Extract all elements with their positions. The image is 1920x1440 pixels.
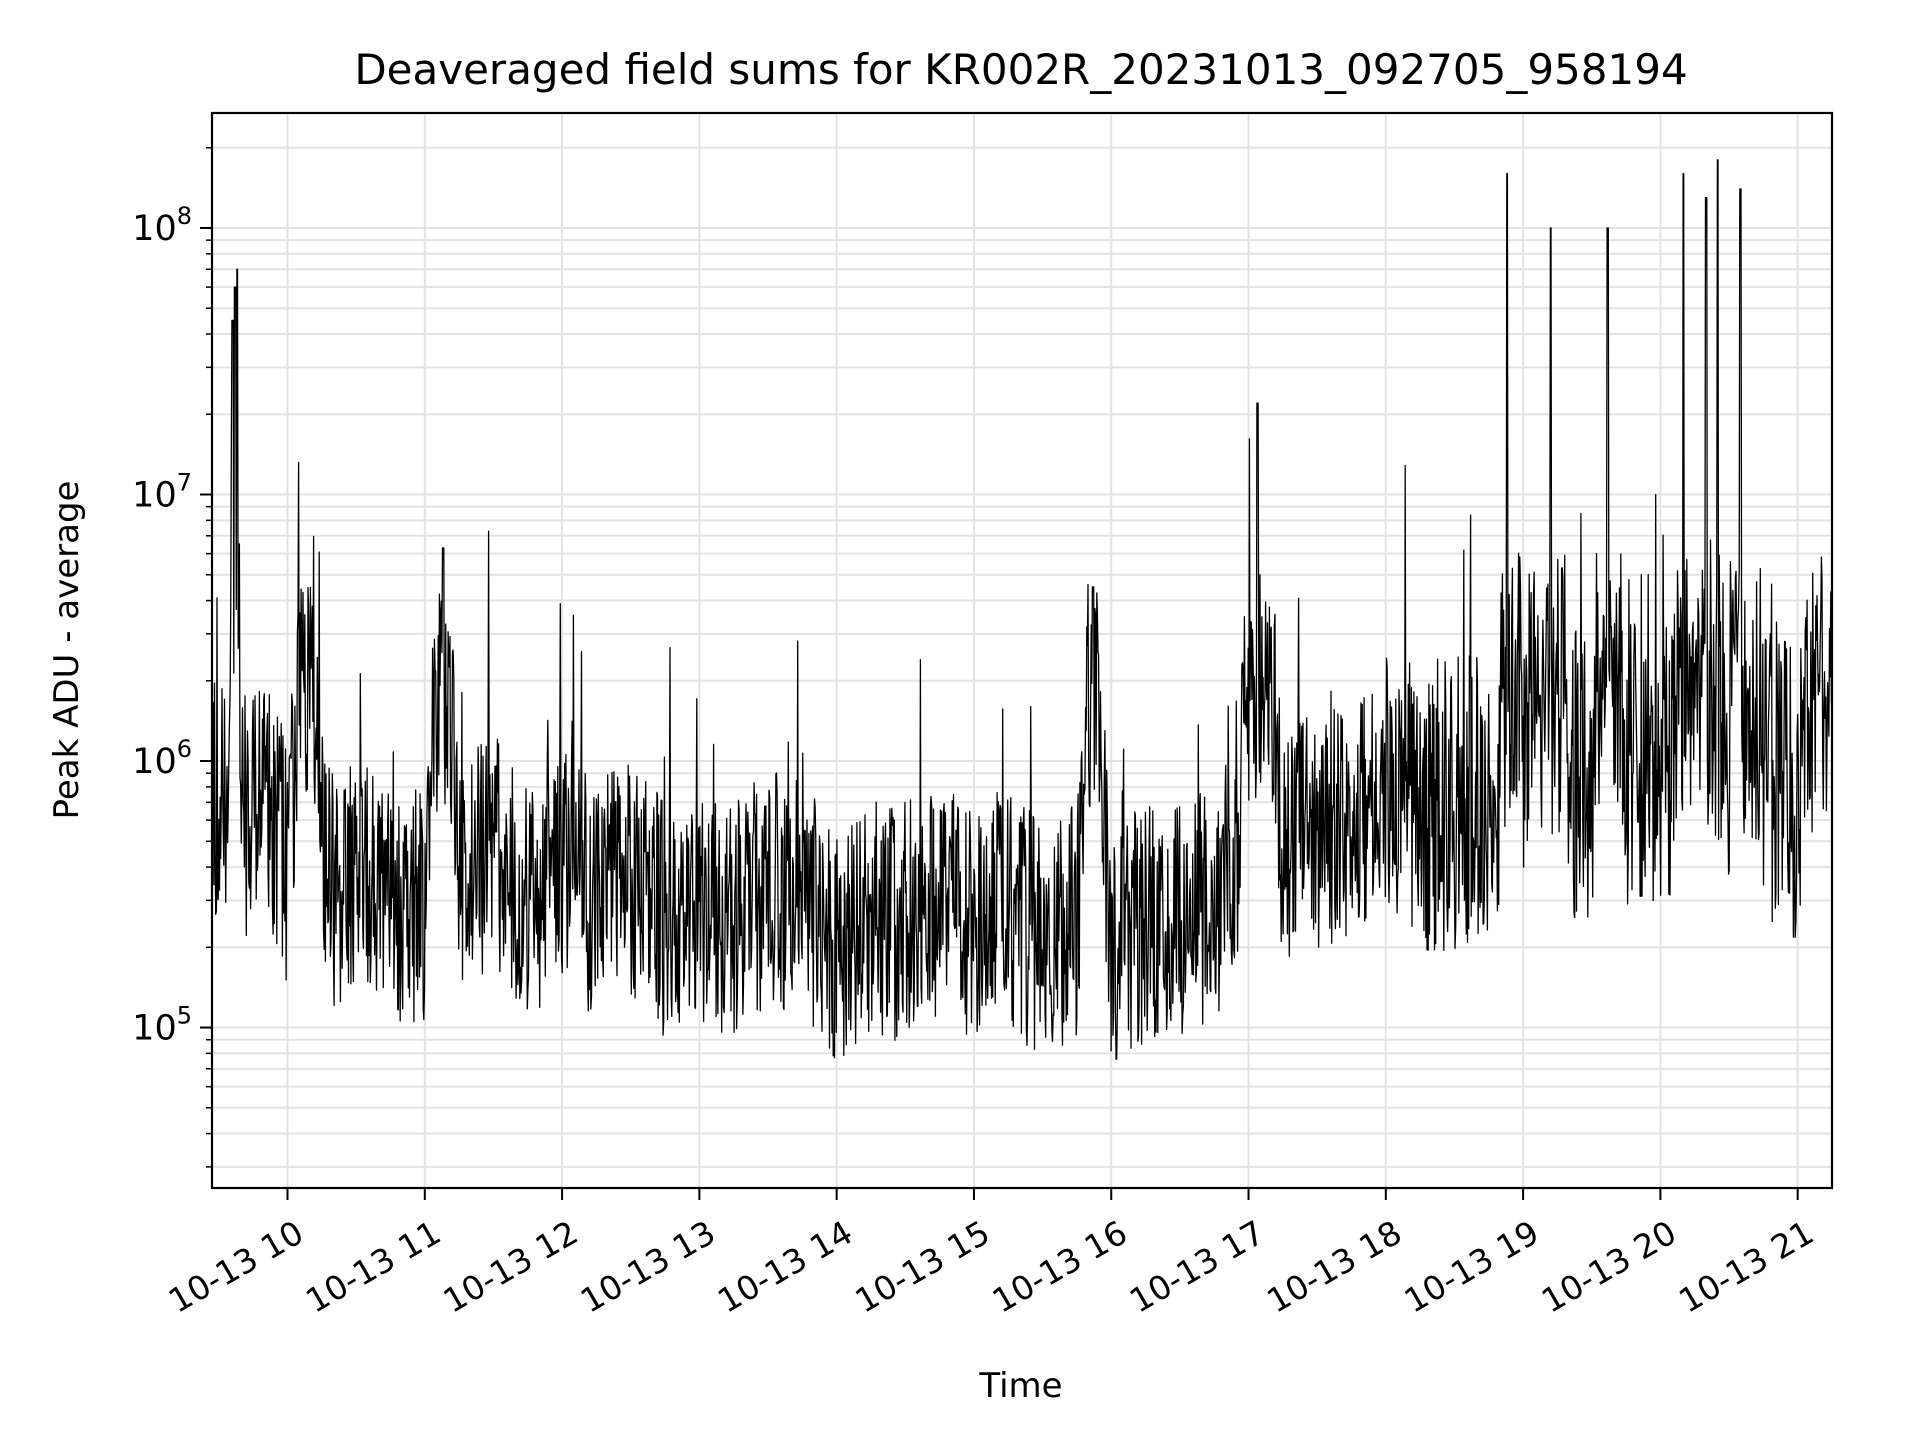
y-axis-label: Peak ADU - average — [47, 481, 87, 820]
chart-title: Deaveraged field sums for KR002R_2023101… — [354, 45, 1687, 94]
series-line-path — [211, 159, 1833, 1061]
series-line — [211, 159, 1833, 1061]
y-tick-label: 108 — [132, 202, 192, 249]
x-axis-label: Time — [978, 1366, 1062, 1406]
y-tick-label: 105 — [132, 1002, 192, 1049]
y-tick-label: 106 — [132, 735, 192, 782]
plot-area-frame — [210, 111, 1834, 1190]
y-tick-label: 107 — [132, 468, 192, 515]
y-axis: 105 106 107 108 — [132, 146, 212, 1168]
